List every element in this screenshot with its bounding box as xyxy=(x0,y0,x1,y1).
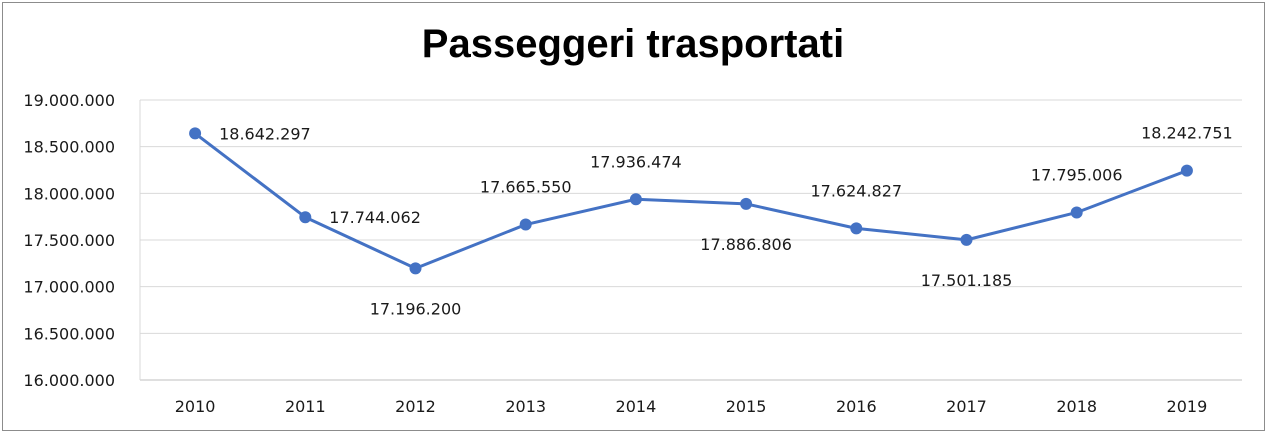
data-label: 18.642.297 xyxy=(219,124,311,143)
x-tick-label: 2018 xyxy=(1056,397,1097,416)
x-tick-label: 2012 xyxy=(395,397,436,416)
data-point xyxy=(189,127,202,140)
data-label: 17.886.806 xyxy=(700,235,792,254)
x-tick-label: 2016 xyxy=(836,397,877,416)
y-tick-label: 18.000.000 xyxy=(23,184,115,203)
x-tick-label: 2019 xyxy=(1167,397,1208,416)
x-tick-label: 2010 xyxy=(175,397,216,416)
y-tick-label: 17.000.000 xyxy=(23,278,115,297)
data-point xyxy=(850,222,863,235)
y-tick-label: 16.000.000 xyxy=(23,371,115,390)
y-tick-label: 18.500.000 xyxy=(23,138,115,157)
series-line xyxy=(194,132,1188,270)
y-tick-label: 16.500.000 xyxy=(23,324,115,343)
data-point xyxy=(409,262,422,275)
data-point xyxy=(1070,206,1083,219)
data-point xyxy=(299,211,312,224)
data-label: 17.501.185 xyxy=(921,271,1013,290)
x-tick-label: 2015 xyxy=(726,397,767,416)
x-tick-label: 2011 xyxy=(285,397,326,416)
data-point xyxy=(740,197,753,210)
data-label: 17.196.200 xyxy=(370,299,462,318)
data-point xyxy=(1180,164,1193,177)
data-point xyxy=(960,233,973,246)
data-point xyxy=(629,193,642,206)
data-point xyxy=(519,218,532,231)
x-tick-label: 2013 xyxy=(505,397,546,416)
x-tick-label: 2014 xyxy=(616,397,657,416)
y-tick-label: 17.500.000 xyxy=(23,231,115,250)
y-tick-label: 19.000.000 xyxy=(23,91,115,110)
data-label: 18.242.751 xyxy=(1141,124,1233,143)
data-label: 17.744.062 xyxy=(329,208,421,227)
data-label: 17.624.827 xyxy=(810,181,902,200)
data-label: 17.665.550 xyxy=(480,178,572,197)
chart-title: Passeggeri trasportati xyxy=(421,22,845,66)
data-label: 17.936.474 xyxy=(590,152,682,171)
x-tick-label: 2017 xyxy=(946,397,987,416)
data-label: 17.795.006 xyxy=(1031,165,1123,184)
